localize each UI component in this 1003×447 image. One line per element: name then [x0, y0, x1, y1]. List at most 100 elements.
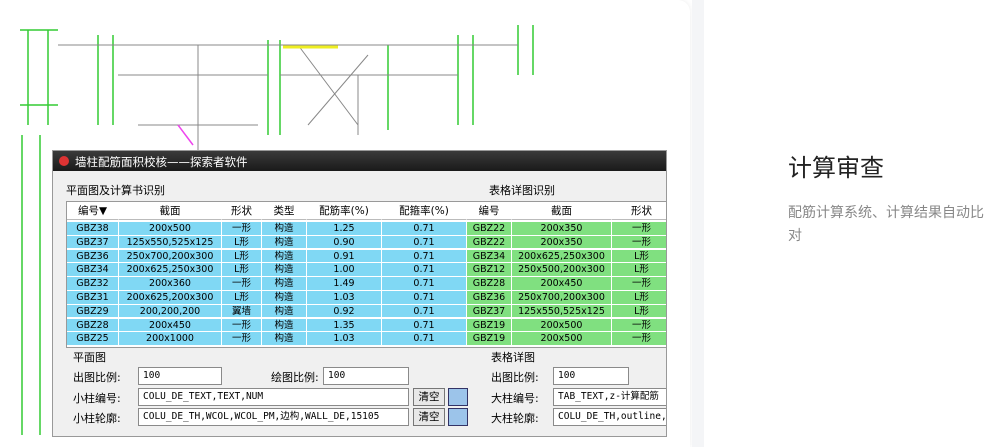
table-cell: 一形	[612, 318, 666, 333]
table-cell: GBZ25	[67, 332, 119, 346]
pick-button[interactable]	[448, 408, 468, 426]
column-header: 配筋率(%)	[307, 202, 382, 220]
table-cell: 一形	[612, 332, 666, 346]
section-label: 表格详图识别	[489, 184, 555, 197]
table-cell: GBZ34	[467, 249, 512, 264]
divider	[692, 0, 704, 447]
table-cell: 构造	[262, 249, 307, 264]
table-cell: GBZ28	[67, 318, 119, 333]
result-table: 编号▼ 截面 形状 类型 配筋率(%) 配箍率(%) 编号 截面 形状 GBZ38 200x500 一…	[66, 201, 666, 348]
title-bar: 墙柱配筋面积校核——探索者软件	[53, 151, 666, 171]
text-input[interactable]: TAB_TEXT,z-计算配筋	[553, 388, 666, 406]
section-label: 平面图及计算书识别	[66, 184, 165, 197]
table-cell: 一形	[222, 318, 262, 333]
table-cell: 250x700,200x300	[512, 291, 612, 305]
table-cell: 125x550,525x125	[512, 304, 612, 319]
field-label: 小柱轮廓:	[73, 412, 121, 425]
table-cell: GBZ19	[467, 332, 512, 346]
table-cell: GBZ37	[467, 304, 512, 319]
dialog-title: 墙柱配筋面积校核——探索者软件	[75, 155, 248, 169]
group-label: 表格详图	[491, 351, 535, 364]
table-cell: 0.71	[382, 318, 467, 333]
text-input[interactable]: 100	[553, 367, 629, 385]
table-cell: 一形	[222, 277, 262, 291]
table-cell: 200x450	[512, 277, 612, 291]
column-header: 配箍率(%)	[382, 202, 467, 220]
clear-button[interactable]: 清空	[413, 388, 445, 406]
table-cell: 0.71	[382, 249, 467, 264]
table-cell: 200x500	[512, 318, 612, 333]
table-cell: 翼墙	[222, 304, 262, 319]
table-cell: 200x450	[119, 318, 222, 333]
table-cell: GBZ19	[467, 318, 512, 333]
group-label: 平面图	[73, 351, 106, 364]
column-header: 形状	[612, 202, 666, 220]
text-input[interactable]: 100	[138, 367, 222, 385]
text-input[interactable]: COLU_DE_TEXT,TEXT,NUM	[138, 388, 409, 406]
table-cell: L形	[222, 249, 262, 264]
table-cell: 一形	[222, 332, 262, 346]
field-label: 出图比例:	[73, 371, 121, 384]
table-cell: GBZ28	[467, 277, 512, 291]
field-label: 大柱编号:	[491, 392, 539, 405]
table-cell: 125x550,525x125	[119, 235, 222, 250]
table-cell: 一形	[222, 222, 262, 236]
cad-drawing	[20, 25, 534, 435]
clear-button[interactable]: 清空	[413, 408, 445, 426]
table-cell: 构造	[262, 332, 307, 346]
table-cell: 0.71	[382, 277, 467, 291]
table-cell: 1.00	[307, 263, 382, 277]
table-cell: 构造	[262, 318, 307, 333]
table-cell: 构造	[262, 304, 307, 319]
table-cell: GBZ34	[67, 263, 119, 277]
table-cell: 200x350	[512, 235, 612, 250]
table-cell: 200,200,200	[119, 304, 222, 319]
table-cell: 0.71	[382, 235, 467, 250]
table-cell: GBZ32	[67, 277, 119, 291]
table-cell: 1.25	[307, 222, 382, 236]
column-header: 类型	[262, 202, 307, 220]
feature-title: 计算审查	[788, 154, 884, 182]
table-cell: 构造	[262, 222, 307, 236]
column-header: 形状	[222, 202, 262, 220]
column-header: 编号▼	[67, 202, 119, 220]
table-cell: GBZ31	[67, 291, 119, 305]
table-cell: L形	[612, 304, 666, 319]
table-cell: 0.71	[382, 332, 467, 346]
table-cell: L形	[612, 249, 666, 264]
table-cell: 1.03	[307, 291, 382, 305]
table-cell: 0.71	[382, 222, 467, 236]
field-label: 绘图比例:	[271, 371, 319, 384]
table-cell: 0.92	[307, 304, 382, 319]
table-cell: 构造	[262, 263, 307, 277]
field-label: 出图比例:	[491, 371, 539, 384]
table-cell: 0.90	[307, 235, 382, 250]
pick-button[interactable]	[448, 388, 468, 406]
table-cell: 0.71	[382, 263, 467, 277]
table-cell: 200x350	[512, 222, 612, 236]
table-cell: 200x625,200x300	[119, 291, 222, 305]
table-cell: GBZ38	[67, 222, 119, 236]
table-cell: 构造	[262, 277, 307, 291]
table-cell: 200x1000	[119, 332, 222, 346]
table-cell: 0.71	[382, 291, 467, 305]
table-cell: 一形	[612, 235, 666, 250]
table-cell: 200x625,250x300	[119, 263, 222, 277]
column-header: 截面	[512, 202, 612, 220]
table-cell: GBZ36	[467, 291, 512, 305]
table-cell: GBZ22	[467, 222, 512, 236]
app-icon	[59, 156, 69, 166]
field-label: 小柱编号:	[73, 392, 121, 405]
image-card: 墙柱配筋面积校核——探索者软件 平面图及计算书识别 表格详图识别 编号▼ 截面 形状…	[20, 25, 667, 437]
table-cell: 200x625,250x300	[512, 249, 612, 264]
table-cell: 200x360	[119, 277, 222, 291]
table-cell: 200x500	[512, 332, 612, 346]
text-input[interactable]: COLU_DE_TH,WCOL,WCOL_PM,边构,WALL_DE,15105	[138, 408, 409, 426]
feature-description: 配筋计算系统、计算结果自动比对	[788, 205, 984, 244]
table-cell: GBZ37	[67, 235, 119, 250]
table-cell: 0.91	[307, 249, 382, 264]
table-cell: 一形	[612, 222, 666, 236]
text-input[interactable]: COLU_DE_TH,outline,%	[553, 408, 666, 426]
text-input[interactable]: 100	[323, 367, 409, 385]
